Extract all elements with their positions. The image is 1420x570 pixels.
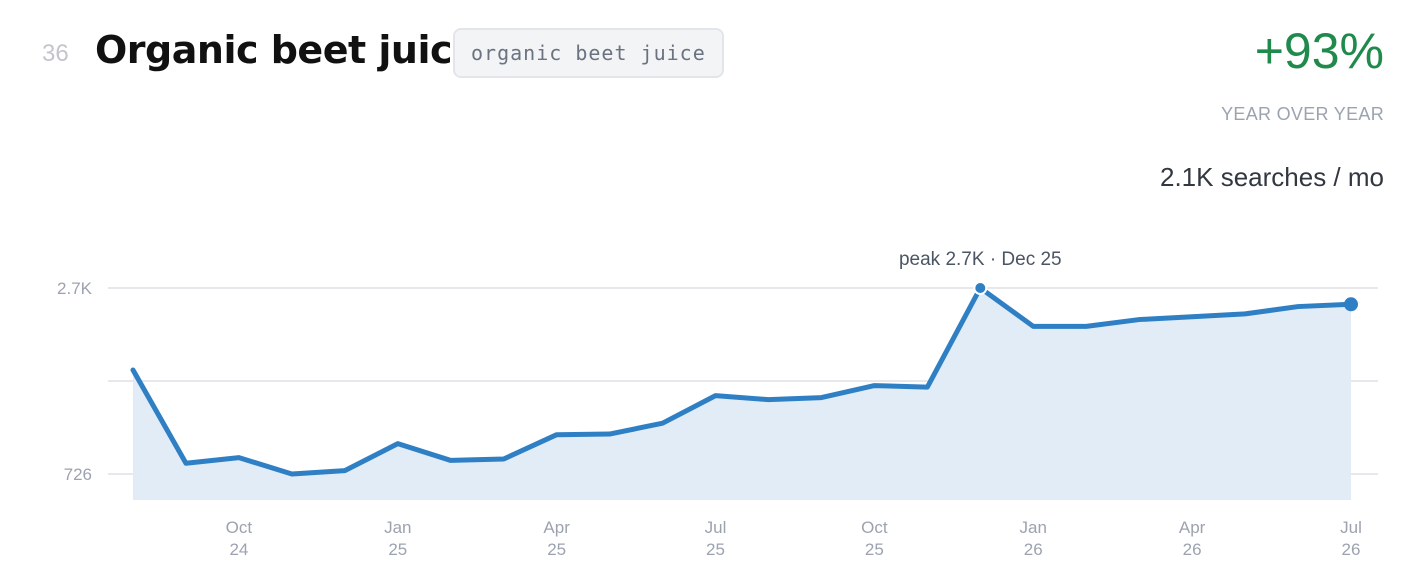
data-point xyxy=(765,397,771,403)
data-point xyxy=(607,431,613,437)
data-point xyxy=(236,455,242,461)
data-point xyxy=(1136,317,1142,323)
data-point xyxy=(501,456,507,462)
x-tick-year: 25 xyxy=(706,540,725,559)
data-point xyxy=(1295,304,1301,310)
data-point xyxy=(660,420,666,426)
keyword-title: Organic beet juice xyxy=(95,28,478,72)
data-point xyxy=(130,367,136,373)
data-point xyxy=(1083,323,1089,329)
series-line xyxy=(130,285,1354,477)
x-tick-month: Jul xyxy=(705,518,727,537)
x-tick-year: 25 xyxy=(865,540,884,559)
data-point xyxy=(924,384,930,390)
data-point xyxy=(713,393,719,399)
data-point xyxy=(289,471,295,477)
series-area xyxy=(133,288,1351,500)
x-tick-month: Apr xyxy=(1179,518,1206,537)
x-tick-year: 25 xyxy=(547,540,566,559)
data-point xyxy=(448,457,454,463)
x-tick-month: Jan xyxy=(1020,518,1047,537)
x-tick-year: 26 xyxy=(1342,540,1361,559)
y-tick-label: 726 xyxy=(64,465,92,484)
data-point xyxy=(1030,323,1036,329)
data-point xyxy=(395,441,401,447)
rank-number: 36 xyxy=(42,40,69,67)
x-tick-month: Jul xyxy=(1340,518,1362,537)
last-point-marker xyxy=(1344,297,1358,312)
x-tick-month: Oct xyxy=(861,518,888,537)
x-tick-year: 25 xyxy=(388,540,407,559)
data-point xyxy=(342,468,348,474)
data-point xyxy=(818,395,824,401)
data-point xyxy=(1242,311,1248,317)
growth-label: YEAR OVER YEAR xyxy=(1221,104,1384,124)
data-point xyxy=(554,432,560,438)
x-tick-month: Oct xyxy=(226,518,253,537)
peak-marker xyxy=(973,281,988,295)
search-volume: 2.1K searches / mo xyxy=(1160,162,1384,192)
x-tick-year: 26 xyxy=(1183,540,1202,559)
data-point xyxy=(871,383,877,389)
y-tick-label: 2.7K xyxy=(57,279,93,298)
data-point xyxy=(183,460,189,466)
peak-label: peak 2.7K · Dec 25 xyxy=(899,249,1062,270)
x-tick-year: 24 xyxy=(229,540,248,559)
data-point xyxy=(1189,314,1195,320)
x-tick-month: Jan xyxy=(384,518,411,537)
growth-percentage: +93% xyxy=(1254,23,1384,79)
x-tick-year: 26 xyxy=(1024,540,1043,559)
keyword-tag[interactable]: organic beet juice xyxy=(453,28,724,78)
x-tick-month: Apr xyxy=(543,518,570,537)
